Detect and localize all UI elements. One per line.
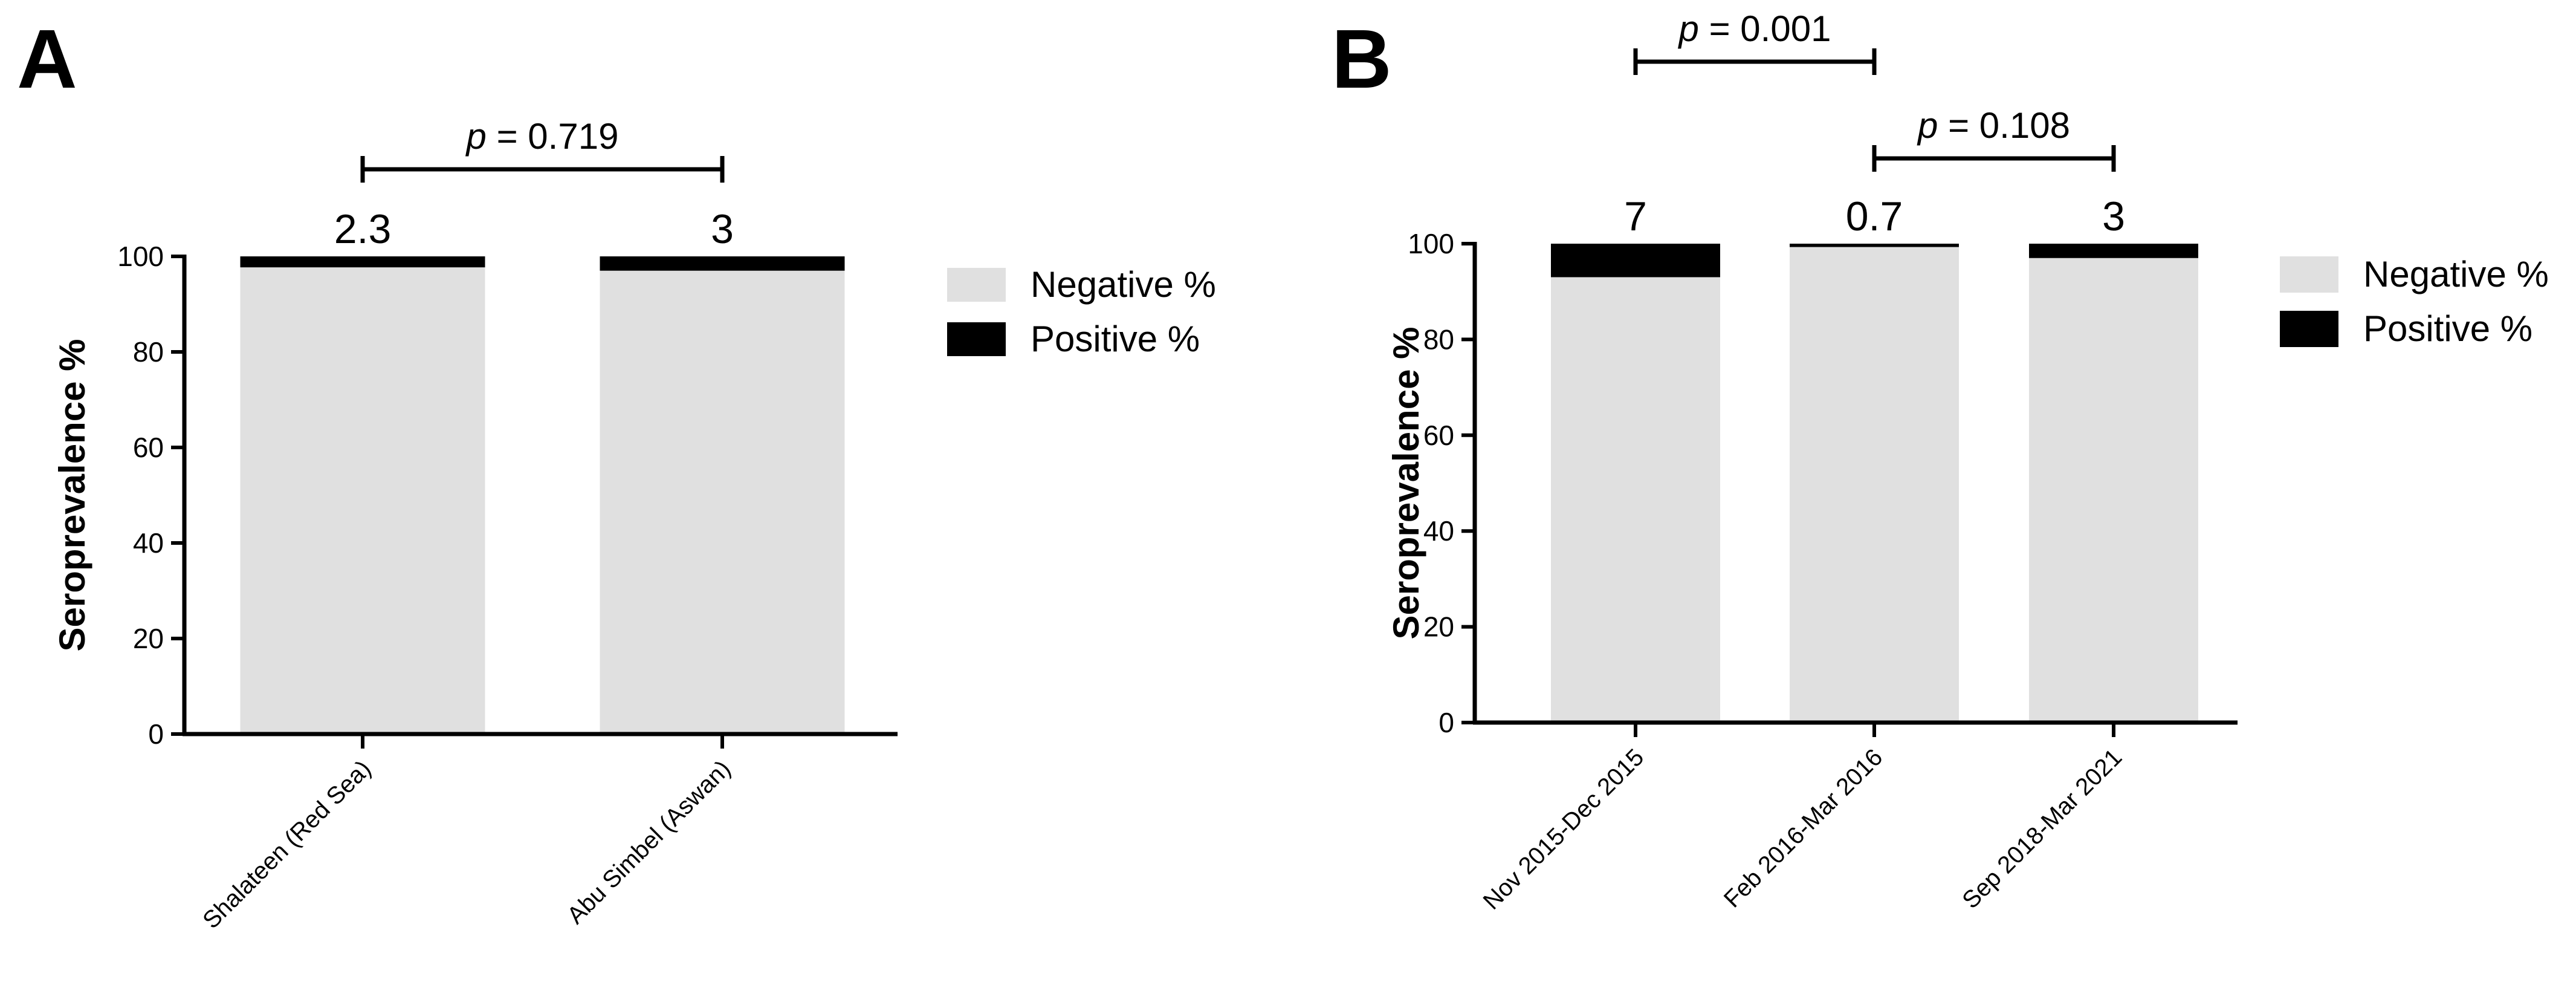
p-value-text: = 0.719	[487, 116, 619, 157]
y-tick-label: 20	[1423, 611, 1454, 643]
bar-positive-2	[1790, 244, 1959, 247]
bar-negative-1	[240, 267, 485, 734]
legend-swatch-1	[2280, 256, 2338, 293]
data-label: 2.3	[334, 206, 392, 252]
y-tick-label: 60	[133, 432, 164, 463]
p-value-label: p = 0.719	[465, 116, 619, 157]
y-tick-label: 20	[133, 623, 164, 654]
p-value-symbol: p	[465, 116, 487, 157]
data-label: 0.7	[1846, 193, 1903, 239]
data-label: 3	[711, 206, 734, 252]
legend-swatch-1	[947, 268, 1006, 302]
panel-a: A Seroprevalence % 2.3 3 0 20 40 60 80 100 Shalate…	[17, 13, 1216, 934]
x-tick-label: Sep 2018-Mar 2021	[1957, 744, 2127, 914]
bar-negative-2	[600, 270, 845, 734]
panel-b: B Seroprevalence % 7 0.7 3 0 20 40 60 80 100 Nov 20…	[1332, 8, 2549, 915]
data-label: 7	[1624, 193, 1647, 239]
y-tick-label: 0	[148, 718, 164, 750]
bar-negative-2	[1790, 247, 1959, 723]
y-axis-label: Seroprevalence %	[52, 339, 92, 652]
y-tick-label: 60	[1423, 420, 1454, 451]
bar-negative-3	[2029, 258, 2198, 723]
bar-positive-3	[2029, 244, 2198, 258]
legend-swatch-2	[2280, 311, 2338, 347]
bar-positive-2	[600, 256, 845, 271]
x-tick-label: Shalateen (Red Sea)	[198, 755, 376, 934]
y-tick-label: 80	[1423, 323, 1454, 355]
p-value-label: p = 0.108	[1917, 105, 2070, 146]
p-value-text: = 0.108	[1938, 105, 2070, 146]
bar-positive-1	[240, 256, 485, 268]
x-tick-label: Nov 2015-Dec 2015	[1478, 744, 1649, 915]
x-tick-label: Abu Simbel (Aswan)	[562, 755, 736, 929]
legend-label: Negative %	[2363, 254, 2549, 294]
bar-negative-1	[1551, 277, 1720, 723]
p-value-label: p = 0.001	[1678, 8, 1831, 49]
y-tick-label: 40	[1423, 515, 1454, 547]
data-label: 3	[2102, 193, 2125, 239]
p-value-symbol: p	[1917, 105, 1938, 146]
p-value-text: = 0.001	[1699, 8, 1831, 49]
y-tick-label: 80	[133, 336, 164, 368]
y-tick-label: 100	[117, 241, 164, 272]
legend-label: Positive %	[1031, 319, 1200, 359]
legend-swatch-2	[947, 322, 1006, 356]
y-tick-label: 0	[1438, 707, 1454, 738]
legend-label: Negative %	[1031, 264, 1216, 305]
panel-letter: B	[1332, 13, 1392, 106]
panel-letter: A	[17, 13, 77, 106]
x-tick-label: Feb 2016-Mar 2016	[1719, 744, 1888, 913]
bar-positive-1	[1551, 244, 1720, 278]
y-axis-label: Seroprevalence %	[1386, 327, 1426, 640]
y-tick-label: 100	[1408, 228, 1454, 259]
y-tick-label: 40	[133, 527, 164, 559]
legend-label: Positive %	[2363, 308, 2532, 349]
p-value-symbol: p	[1678, 8, 1699, 49]
